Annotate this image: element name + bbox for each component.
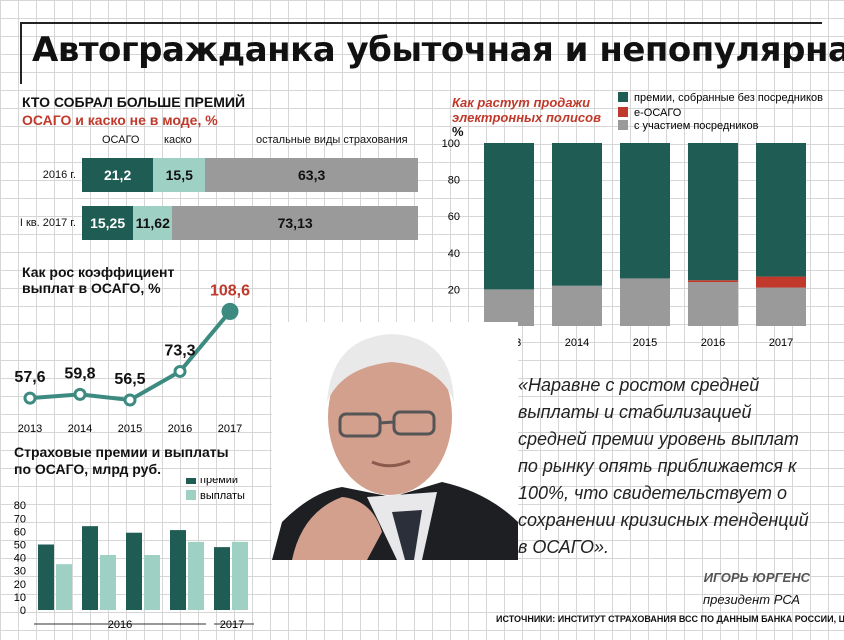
- quote-text: «Наравне с ростом средней выплаты и стаб…: [518, 375, 809, 557]
- payouts-y-tick: 80: [14, 500, 26, 512]
- coefficient-x-label: 2016: [168, 423, 192, 435]
- coefficient-value-label: 56,5: [114, 371, 145, 388]
- coefficient-chart: 57,6 2013 59,8 2014 56,5 2015 73,3 2016 108,6 201…: [14, 282, 250, 435]
- electronic-y-tick: 80: [448, 175, 460, 187]
- electronic-y-tick: 40: [448, 248, 460, 260]
- electronic-bar-segment: [484, 289, 534, 326]
- electronic-bar-segment: [756, 143, 806, 277]
- premiums-bar-segment: 21,2: [82, 158, 154, 192]
- payouts-y-tick: 70: [14, 513, 26, 525]
- electronic-legend-swatch: [618, 92, 628, 102]
- payouts-y-tick: 40: [14, 553, 26, 565]
- payouts-legend-label: премии: [200, 478, 238, 486]
- source-note: ИСТОЧНИКИ: ИНСТИТУТ СТРАХОВАНИЯ ВСС ПО Д…: [496, 614, 844, 624]
- electronic-legend-label: с участием посредников: [634, 120, 759, 132]
- coefficient-point: [73, 387, 87, 401]
- premiums-bar-segment: 63,3: [205, 158, 418, 192]
- coefficient-point: [23, 391, 37, 405]
- payouts-bar: [56, 564, 72, 610]
- electronic-x-label: 2015: [633, 337, 657, 349]
- electronic-bar-segment: [756, 276, 806, 288]
- coefficient-value-label: 108,6: [210, 282, 250, 299]
- electronic-bar-segment: [756, 287, 806, 326]
- premiums-bar-segment: 11,62: [133, 206, 173, 240]
- payouts-bar: [100, 554, 116, 610]
- coefficient-subtitle: выплат в ОСАГО, %: [22, 280, 161, 296]
- payouts-bar: [214, 547, 230, 610]
- coefficient-title: Как рос коэффициент: [22, 264, 175, 280]
- electronic-legend-label: премии, собранные без посредников: [634, 92, 823, 104]
- payouts-bar: [82, 526, 98, 610]
- premiums-row-label: 2016 г.: [42, 169, 76, 181]
- payouts-bar: [170, 530, 186, 610]
- coefficient-x-label: 2014: [68, 423, 92, 435]
- electronic-y-tick: 20: [448, 284, 460, 296]
- payouts-y-tick: 0: [20, 605, 26, 617]
- premiums-subtitle: ОСАГО и каско не в моде, %: [22, 112, 218, 128]
- coefficient-value-label: 59,8: [64, 365, 95, 382]
- electronic-title: Как растут продажи: [452, 95, 591, 110]
- coefficient-x-label: 2017: [218, 423, 242, 435]
- premiums-bar-segment: 15,5: [153, 158, 206, 192]
- premiums-bar-segment: 73,13: [172, 206, 418, 240]
- payouts-legend-swatch: [186, 478, 196, 484]
- electronic-y-tick: 60: [448, 211, 460, 223]
- payouts-group-label: 2017: [220, 619, 244, 631]
- electronic-chart: 02040608010020132014201520162017премии, …: [442, 92, 823, 349]
- electronic-bar-segment: [688, 282, 738, 326]
- quote-author: ИГОРЬ ЮРГЕНС: [703, 570, 810, 585]
- electronic-legend-label: е-ОСАГО: [634, 107, 682, 119]
- coefficient-point: [123, 393, 137, 407]
- electronic-x-label: 2014: [565, 337, 589, 349]
- payouts-y-tick: 60: [14, 526, 26, 538]
- payouts-bar: [188, 541, 204, 610]
- quote-position: президент РСА: [702, 592, 800, 607]
- title-frame: [20, 22, 822, 84]
- coefficient-point: [221, 302, 239, 320]
- electronic-bar-segment: [552, 143, 602, 286]
- payouts-legend-swatch: [186, 490, 196, 500]
- payouts-bar: [144, 554, 160, 610]
- payouts-bar: [38, 544, 54, 610]
- payouts-legend-label: выплаты: [200, 490, 245, 502]
- payouts-bar: [126, 532, 142, 610]
- electronic-y-tick: 100: [442, 138, 460, 150]
- coefficient-value-label: 57,6: [14, 369, 45, 386]
- coefficient-x-label: 2013: [18, 423, 42, 435]
- col-osago-label: ОСАГО: [102, 134, 140, 146]
- electronic-bar-segment: [552, 285, 602, 326]
- electronic-subtitle: электронных полисов: [452, 110, 601, 125]
- premiums-bar-segment: 15,25: [82, 206, 134, 240]
- payouts-y-tick: 20: [14, 579, 26, 591]
- coefficient-value-label: 73,3: [164, 342, 195, 359]
- premiums-title: КТО СОБРАЛ БОЛЬШЕ ПРЕМИЙ: [22, 94, 246, 110]
- payouts-group-label: 2016: [108, 619, 132, 631]
- electronic-y-unit: %: [452, 124, 464, 139]
- payouts-y-tick: 50: [14, 540, 26, 552]
- col-other-label: остальные виды страхования: [256, 134, 408, 146]
- electronic-x-label: 2016: [701, 337, 725, 349]
- coefficient-point: [173, 364, 187, 378]
- payouts-subtitle: по ОСАГО, млрд руб.: [14, 461, 161, 477]
- electronic-legend-swatch: [618, 120, 628, 130]
- electronic-legend-swatch: [618, 107, 628, 117]
- electronic-bar-segment: [484, 143, 534, 290]
- electronic-x-label: 2017: [769, 337, 793, 349]
- premiums-row-label: I кв. 2017 г.: [19, 217, 76, 229]
- col-kasko-label: каско: [164, 134, 192, 146]
- premiums-chart: 2016 г. 21,2 15,5 63,3 I кв. 2017 г. 15,25 11,…: [0, 0, 844, 250]
- payouts-bar: [232, 541, 248, 610]
- electronic-bar-segment: [620, 143, 670, 279]
- portrait-photo: [272, 322, 518, 560]
- payouts-y-tick: 10: [14, 592, 26, 604]
- page-title: Автогражданка убыточная и непопулярная: [32, 30, 844, 70]
- coefficient-x-label: 2015: [118, 423, 142, 435]
- electronic-bar-segment: [688, 143, 738, 281]
- electronic-bar-segment: [620, 278, 670, 326]
- electronic-bar-segment: [688, 280, 738, 283]
- payouts-y-tick: 30: [14, 566, 26, 578]
- payouts-title: Страховые премии и выплаты: [14, 444, 229, 460]
